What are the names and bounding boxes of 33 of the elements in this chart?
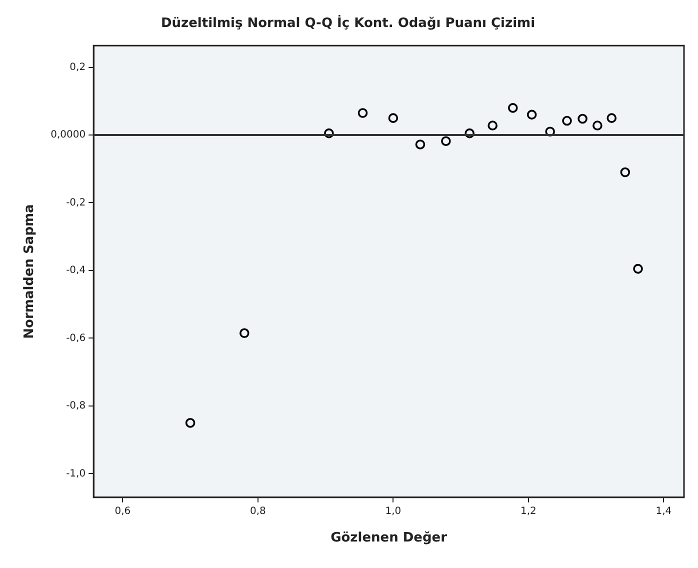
y-tick-label: -0,2 xyxy=(66,197,86,208)
y-tick-label: 0,2 xyxy=(70,62,86,73)
point xyxy=(415,140,426,150)
point xyxy=(240,328,250,338)
y-tick-label: 0,0000 xyxy=(50,130,86,141)
y-axis-title: Normalden Sapma xyxy=(22,204,38,339)
y-tick-label: -0,6 xyxy=(66,332,86,344)
point xyxy=(545,126,555,137)
y-tick-label: -0,4 xyxy=(66,265,86,276)
point xyxy=(464,128,475,138)
chart-title: Düzeltilmiş Normal Q-Q İç Kont. Odağı Puanı Çizimi xyxy=(160,14,536,32)
point xyxy=(606,113,617,123)
point xyxy=(578,114,588,124)
x-tick-label: 1,0 xyxy=(385,506,402,517)
x-tick-label: 1,2 xyxy=(520,506,536,517)
point xyxy=(620,167,630,178)
point xyxy=(562,116,572,126)
x-tick-label: 0,8 xyxy=(250,506,266,517)
point xyxy=(526,110,537,120)
x-axis-title: Gözlenen Değer xyxy=(330,530,448,546)
point xyxy=(508,103,518,113)
point xyxy=(592,120,602,130)
y-tick-label: -1,0 xyxy=(66,468,86,480)
point xyxy=(324,128,334,138)
point xyxy=(388,113,398,123)
point xyxy=(633,264,643,274)
x-tick-label: 0,6 xyxy=(114,506,131,517)
point xyxy=(441,136,451,146)
point xyxy=(488,120,498,130)
point xyxy=(185,418,196,428)
point xyxy=(358,108,368,118)
y-tick-label: -0,8 xyxy=(66,400,86,412)
x-tick-label: 1,4 xyxy=(656,506,672,517)
